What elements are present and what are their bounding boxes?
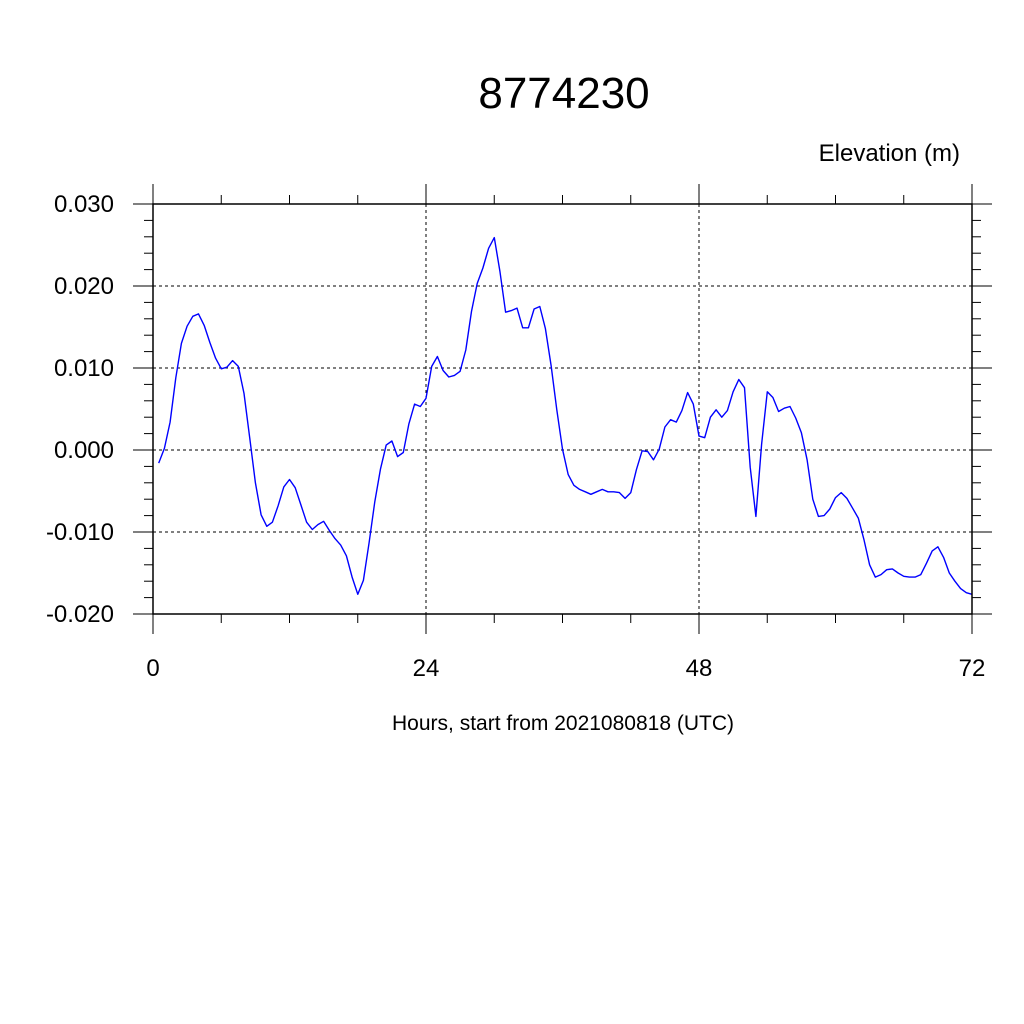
y-tick-labels: -0.020 -0.010 0.000 0.010 0.020 0.030 (46, 191, 114, 628)
plot-frame (152, 203, 973, 615)
major-ticks (133, 184, 992, 634)
x-tick-label: 24 (413, 655, 440, 682)
chart-title: 8774230 (478, 69, 649, 118)
x-axis-label: Hours, start from 2021080818 (UTC) (392, 712, 734, 735)
x-tick-label: 48 (686, 655, 713, 682)
y-tick-label: 0.010 (54, 355, 114, 382)
x-tick-label: 72 (959, 655, 986, 682)
y-tick-label: -0.010 (46, 519, 114, 546)
y-axis-label: Elevation (m) (819, 140, 960, 167)
x-tick-label: 0 (146, 655, 159, 682)
y-tick-label: 0.000 (54, 437, 114, 464)
x-tick-labels: 0 24 48 72 (146, 655, 985, 682)
y-tick-label: 0.020 (54, 273, 114, 300)
series-layer (158, 236, 973, 595)
series-line (158, 236, 973, 595)
y-tick-label: -0.020 (46, 601, 114, 628)
minor-ticks (144, 195, 981, 623)
y-tick-label: 0.030 (54, 191, 114, 218)
